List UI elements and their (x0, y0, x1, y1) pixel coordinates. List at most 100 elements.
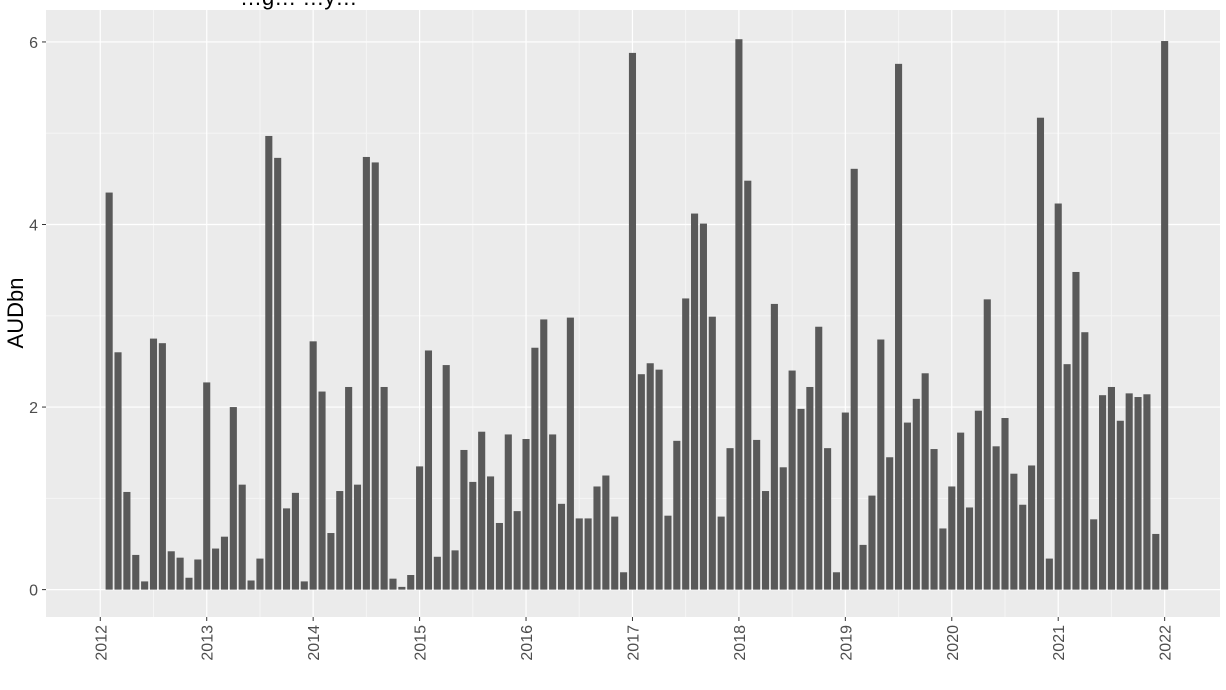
bar (602, 475, 610, 590)
bar (238, 484, 246, 590)
bar (744, 180, 752, 590)
bar (460, 449, 468, 590)
bar (655, 369, 663, 590)
bar (424, 350, 433, 590)
bar (886, 457, 894, 590)
bar (779, 467, 787, 590)
bar (832, 572, 841, 590)
x-tick-label: 2015 (413, 625, 430, 661)
bar (371, 162, 379, 590)
bar (717, 516, 725, 590)
bar (451, 550, 459, 590)
bar (593, 486, 601, 590)
bar (247, 580, 255, 590)
bar (628, 52, 637, 590)
bar (912, 398, 920, 590)
bar (478, 431, 486, 590)
bar (105, 192, 113, 590)
bar (185, 577, 193, 590)
x-tick-label: 2017 (626, 625, 643, 661)
bar (957, 432, 965, 590)
bar (815, 326, 823, 590)
bar (362, 156, 370, 590)
bar (132, 554, 140, 590)
x-tick-label: 2014 (306, 625, 323, 661)
bar (948, 486, 956, 590)
bar (220, 536, 229, 590)
bar (549, 434, 557, 590)
bar (1019, 504, 1027, 590)
bar (557, 503, 566, 590)
x-tick-label: 2020 (945, 625, 962, 661)
y-axis: 0 2 4 6 (29, 35, 46, 600)
x-tick-label: 2013 (200, 625, 217, 661)
x-tick-label: 2021 (1051, 625, 1068, 661)
bar (1090, 519, 1098, 590)
bar (309, 341, 317, 590)
bar (504, 434, 512, 590)
bar (1134, 397, 1142, 590)
bar (664, 515, 672, 590)
bar (841, 412, 849, 590)
bar (274, 157, 282, 590)
y-tick-label: 6 (29, 35, 38, 52)
bar (921, 373, 929, 590)
bar (575, 518, 583, 590)
bar (398, 586, 406, 590)
bar (673, 440, 681, 590)
bar (708, 316, 716, 590)
bars-group (105, 39, 1169, 590)
x-tick-label: 2019 (838, 625, 855, 661)
bar (158, 343, 166, 590)
bar (824, 448, 832, 590)
bar (1028, 465, 1036, 590)
y-tick-label: 4 (29, 218, 38, 235)
bar (850, 168, 858, 590)
bar (584, 518, 592, 590)
bar (167, 551, 175, 590)
bar (1099, 395, 1107, 590)
bar (939, 528, 947, 590)
bar (682, 298, 690, 590)
bar (903, 422, 911, 590)
bar (522, 439, 530, 590)
bar (1152, 533, 1160, 590)
bar (895, 63, 903, 590)
bar (300, 581, 308, 590)
bar (620, 572, 628, 590)
bar (637, 374, 645, 590)
bar (336, 491, 344, 590)
bar (726, 448, 734, 590)
bar (194, 559, 202, 590)
bar (691, 213, 699, 590)
bar (806, 386, 814, 590)
bar (646, 363, 654, 590)
bar (380, 386, 388, 590)
bar (283, 508, 291, 590)
bar (868, 495, 876, 590)
bar (265, 135, 273, 590)
bar (1063, 364, 1071, 590)
bar (407, 575, 415, 590)
bar (1054, 203, 1062, 590)
bar (699, 223, 707, 590)
bar (859, 544, 867, 590)
y-tick-label: 2 (29, 400, 38, 417)
bar (229, 407, 237, 590)
bar (203, 382, 211, 590)
bar (611, 516, 619, 590)
bar (469, 481, 477, 590)
bar (531, 347, 539, 590)
bar (974, 410, 982, 590)
chart-title: …g… …y… (240, 0, 357, 10)
bar (345, 386, 353, 590)
bar (930, 449, 938, 590)
bar (149, 338, 158, 590)
y-axis-title: AUDbn (3, 278, 28, 349)
x-axis: 2012 2013 2014 2015 2016 2017 2018 2019 2020 2021… (93, 617, 1175, 661)
bar (1143, 394, 1151, 590)
bar (513, 511, 521, 590)
bar (291, 492, 299, 590)
